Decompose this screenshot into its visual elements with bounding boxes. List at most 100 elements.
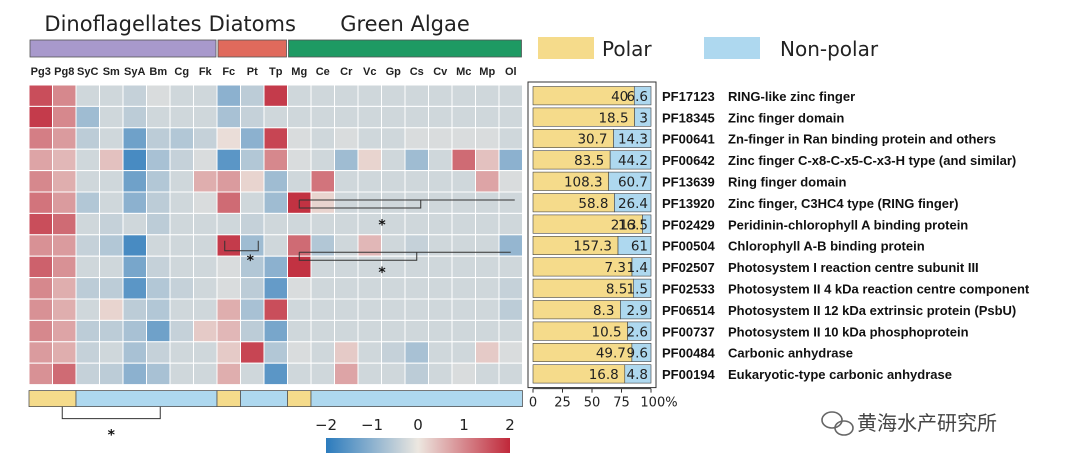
heatmap-cell	[310, 255, 335, 279]
heatmap-cell	[52, 319, 77, 343]
heatmap-cell	[122, 84, 147, 107]
heatmap-cell	[263, 362, 288, 386]
heatmap-cell	[428, 105, 453, 129]
heatmap-cell	[216, 127, 241, 150]
bar-label-polar: 18.5	[598, 110, 628, 126]
heatmap-cell	[451, 298, 476, 321]
heatmap-cell	[263, 127, 288, 150]
heatmap-cell	[122, 362, 147, 386]
heatmap-cell	[263, 255, 288, 279]
row-pfam-id: PF17123	[662, 89, 715, 104]
heatmap-cell	[475, 148, 500, 172]
heatmap-cell	[428, 362, 453, 386]
heatmap-cell	[122, 191, 147, 214]
heatmap-cell	[357, 319, 382, 343]
bar-label-nonpolar: 16.5	[618, 217, 648, 233]
heatmap-cell	[428, 84, 453, 107]
heatmap-cell	[52, 255, 77, 279]
heatmap-cell	[169, 319, 194, 343]
column-label: SyC	[77, 66, 98, 78]
heatmap-cell	[475, 127, 500, 150]
column-label: Mp	[479, 66, 495, 78]
bar-axis-tick-label: 100%	[640, 396, 677, 411]
heatmap-cell	[122, 212, 147, 236]
heatmap-cell	[310, 234, 335, 257]
heatmap-cell	[498, 255, 523, 279]
heatmap-cell	[28, 362, 53, 386]
heatmap-cell	[498, 105, 523, 129]
heatmap-cell	[310, 319, 335, 343]
heatmap-cell	[99, 298, 124, 321]
legend-swatch	[538, 37, 594, 59]
annotation-segment	[240, 390, 288, 408]
heatmap-cell	[75, 84, 100, 107]
heatmap-cell	[169, 127, 194, 150]
heatmap-cell	[52, 341, 77, 364]
bar-nonpolar	[631, 257, 652, 277]
heatmap-cell	[498, 127, 523, 150]
bar-label-nonpolar: 1.5	[627, 282, 648, 298]
bracket-green-algae-1	[298, 200, 422, 209]
heatmap-cell	[216, 105, 241, 129]
heatmap-cell	[216, 362, 241, 386]
color-scale-tick-label: 1	[459, 416, 469, 434]
column-labels: Pg3 Pg8 SyC Sm SyA Bm Cg Fk Fc Pt Tp Mg Ce Cr Vc Gp Cs Cv…	[31, 66, 517, 78]
heatmap-cell	[451, 148, 476, 172]
heatmap-cell	[52, 105, 77, 129]
heatmap-cell	[357, 105, 382, 129]
row-pfam-id: PF00642	[662, 153, 715, 168]
heatmap-cell	[75, 362, 100, 386]
heatmap-cell	[216, 277, 241, 300]
heatmap-cell	[310, 148, 335, 172]
heatmap-cell	[451, 84, 476, 107]
heatmap-cell	[99, 191, 124, 214]
heatmap-cell	[28, 84, 53, 107]
bar-label-polar: 213	[611, 217, 637, 233]
heatmap-cell	[99, 362, 124, 386]
heatmap-cell	[287, 148, 312, 172]
bar-label-nonpolar: 44.2	[618, 153, 648, 169]
row-pfam-id: PF13920	[662, 196, 715, 211]
heatmap-cell	[475, 234, 500, 257]
heatmap-cell	[451, 127, 476, 150]
column-label: Cs	[410, 66, 424, 78]
heatmap-cell	[357, 84, 382, 107]
heatmap-cell	[99, 212, 124, 236]
heatmap-cell	[193, 234, 218, 257]
row-pfam-id: PF02533	[662, 282, 715, 297]
annotation-segment	[75, 390, 218, 408]
heatmap-cell	[216, 212, 241, 236]
heatmap-cell	[404, 212, 429, 236]
heatmap-cell	[263, 105, 288, 129]
heatmap-cell	[498, 319, 523, 343]
heatmap-cell	[28, 170, 53, 193]
heatmap-cell	[52, 277, 77, 300]
bar-label-nonpolar: 1.4	[627, 260, 648, 276]
heatmap	[28, 84, 523, 386]
column-label: Tp	[269, 66, 283, 78]
heatmap-cell	[28, 148, 53, 172]
group-bar	[29, 39, 217, 58]
wechat-icon-bubble-1	[821, 411, 843, 429]
heatmap-cell	[75, 341, 100, 364]
column-label: SyA	[124, 66, 145, 78]
heatmap-cell	[146, 298, 171, 321]
heatmap-cell	[498, 84, 523, 107]
heatmap-cell	[451, 105, 476, 129]
heatmap-cell	[451, 255, 476, 279]
bar-label-polar: 58.8	[578, 196, 608, 212]
heatmap-cell	[428, 298, 453, 321]
heatmap-cell	[404, 105, 429, 129]
heatmap-cell	[287, 277, 312, 300]
heatmap-cell	[357, 170, 382, 193]
heatmap-cell	[404, 84, 429, 107]
color-scale: −2 −1 0 1 2	[315, 416, 515, 453]
heatmap-cell	[240, 341, 265, 364]
group-bar	[217, 39, 287, 58]
row-description: Photosystem I reaction centre subunit II…	[728, 260, 979, 275]
heatmap-cell	[122, 341, 147, 364]
row-description: Peridinin-chlorophyll A binding protein	[728, 217, 968, 232]
heatmap-cell	[428, 191, 453, 214]
heatmap-cell	[287, 170, 312, 193]
heatmap-cell	[169, 148, 194, 172]
